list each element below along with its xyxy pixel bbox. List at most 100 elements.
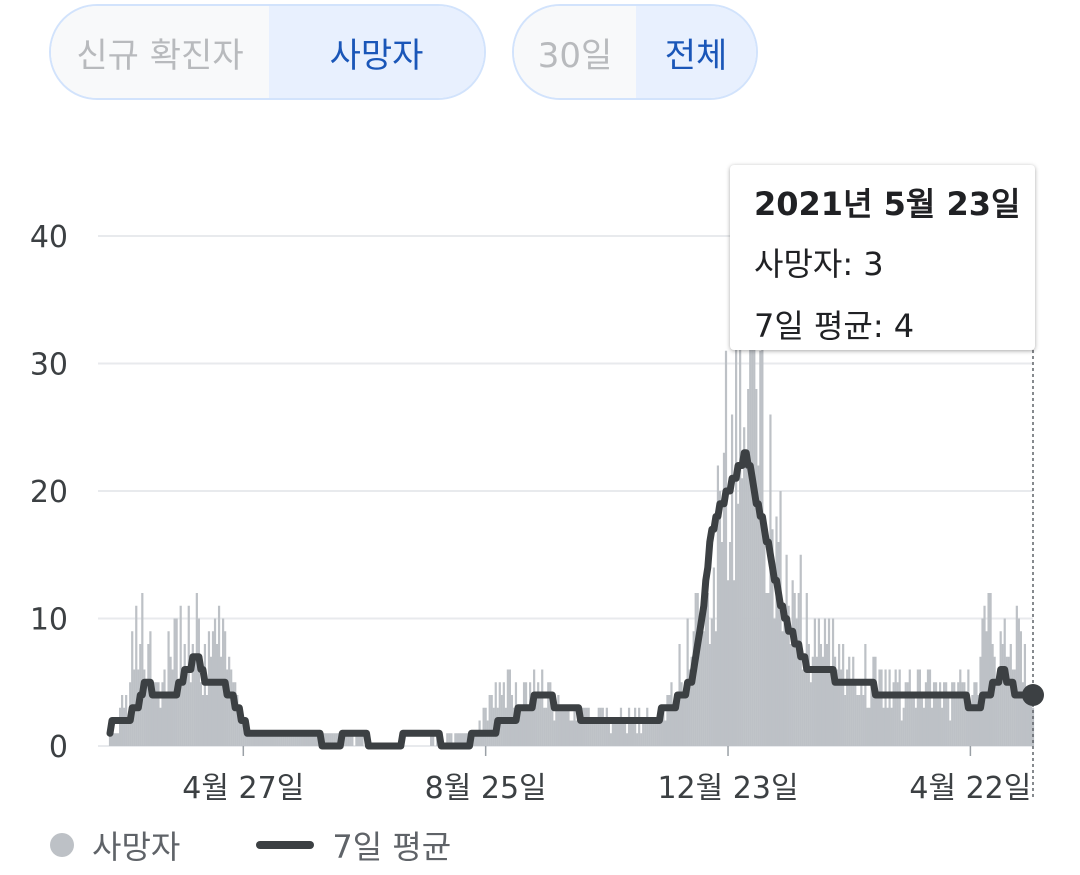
daily-death-bar bbox=[155, 682, 158, 746]
deaths-tab[interactable]: 사망자 bbox=[269, 6, 484, 98]
daily-death-bar bbox=[670, 682, 673, 746]
daily-death-bar bbox=[747, 389, 750, 746]
daily-death-bar bbox=[811, 656, 814, 746]
daily-death-bar bbox=[545, 707, 548, 746]
daily-death-bar bbox=[557, 695, 560, 746]
daily-death-bar bbox=[888, 669, 891, 746]
daily-death-bar bbox=[1029, 695, 1033, 746]
daily-death-bar bbox=[726, 580, 730, 746]
daily-death-bar bbox=[785, 554, 788, 746]
daily-death-bar bbox=[520, 707, 524, 746]
daily-death-bar bbox=[123, 707, 126, 746]
daily-death-bar bbox=[430, 733, 433, 746]
tooltip-deaths: 사망자: 3 bbox=[754, 245, 884, 283]
legend-deaths-label: 사망자 bbox=[92, 828, 181, 866]
daily-death-bar bbox=[209, 656, 213, 746]
daily-death-bar bbox=[112, 733, 116, 746]
daily-death-bar bbox=[654, 720, 657, 746]
daily-death-bar bbox=[541, 669, 544, 746]
daily-death-bar bbox=[997, 682, 1000, 746]
daily-death-bar bbox=[242, 720, 245, 746]
daily-death-bar bbox=[238, 720, 241, 746]
daily-death-bar bbox=[591, 720, 594, 746]
daily-death-bar bbox=[690, 656, 693, 746]
daily-death-bar bbox=[597, 707, 600, 746]
daily-death-bar bbox=[432, 733, 435, 746]
daily-death-bar bbox=[652, 720, 655, 746]
daily-death-bar bbox=[187, 605, 190, 746]
x-tick-label: 4월 27일 bbox=[182, 771, 304, 806]
daily-death-bar bbox=[702, 631, 705, 746]
daily-death-bar bbox=[912, 695, 915, 746]
daily-death-bar bbox=[668, 695, 671, 746]
daily-death-bar bbox=[262, 733, 265, 746]
daily-death-bar bbox=[335, 733, 338, 746]
daily-death-bar bbox=[153, 682, 156, 746]
range-all-tab[interactable]: 전체 bbox=[636, 6, 756, 98]
daily-death-bar bbox=[720, 542, 724, 746]
daily-death-bar bbox=[759, 350, 762, 746]
daily-death-bar bbox=[827, 618, 831, 746]
daily-death-bar bbox=[848, 656, 851, 746]
daily-death-bar bbox=[460, 733, 463, 746]
x-tick-label: 8월 25일 bbox=[425, 771, 547, 806]
daily-death-bar bbox=[868, 707, 871, 746]
daily-death-bar bbox=[835, 669, 839, 746]
daily-death-bar bbox=[589, 720, 592, 746]
daily-death-bar bbox=[282, 733, 285, 746]
seven-day-average-line bbox=[106, 449, 1037, 750]
metric-toggle: 신규 확진자 사망자 bbox=[49, 4, 486, 100]
daily-death-bar bbox=[896, 682, 899, 746]
daily-death-bar bbox=[508, 669, 511, 746]
daily-death-bar bbox=[537, 682, 540, 746]
daily-death-bar bbox=[613, 720, 617, 746]
daily-death-bar bbox=[325, 733, 328, 746]
daily-death-bar bbox=[656, 720, 659, 746]
daily-death-bar bbox=[294, 733, 297, 746]
daily-death-bar bbox=[807, 644, 810, 746]
daily-death-bar bbox=[522, 682, 526, 746]
daily-death-bar bbox=[535, 695, 538, 746]
daily-death-bar bbox=[474, 733, 477, 746]
daily-death-bar bbox=[636, 733, 639, 746]
daily-death-bar bbox=[276, 733, 279, 746]
daily-death-bar bbox=[211, 631, 215, 746]
daily-death-bar bbox=[914, 707, 917, 746]
daily-death-bar bbox=[147, 644, 150, 746]
daily-death-bar bbox=[676, 695, 679, 746]
daily-death-bar bbox=[724, 350, 728, 746]
daily-death-bar bbox=[579, 720, 582, 746]
daily-death-bar bbox=[783, 618, 786, 746]
daily-death-bar bbox=[821, 656, 825, 746]
daily-death-bar bbox=[551, 695, 554, 746]
daily-death-bar bbox=[625, 733, 629, 746]
daily-death-bar bbox=[957, 682, 960, 746]
daily-death-bar bbox=[688, 669, 691, 746]
daily-death-bar bbox=[985, 631, 988, 746]
legend-average-label: 7일 평균 bbox=[332, 828, 452, 866]
daily-death-bar bbox=[951, 682, 954, 746]
daily-death-bar bbox=[302, 733, 305, 746]
new-cases-tab[interactable]: 신규 확진자 bbox=[51, 6, 269, 98]
daily-death-bar bbox=[609, 733, 612, 746]
daily-death-bar bbox=[531, 707, 534, 746]
daily-death-bar bbox=[490, 695, 493, 746]
daily-death-bar bbox=[553, 720, 556, 746]
daily-death-bar bbox=[488, 695, 491, 746]
daily-death-bar bbox=[1011, 669, 1014, 746]
daily-death-bar bbox=[308, 733, 312, 746]
daily-death-bar bbox=[771, 529, 774, 746]
daily-death-bar bbox=[163, 669, 166, 746]
daily-death-bar bbox=[611, 720, 615, 746]
daily-death-bar bbox=[955, 695, 958, 746]
daily-death-bar bbox=[745, 452, 748, 746]
daily-death-bar bbox=[928, 669, 932, 746]
daily-death-bar bbox=[959, 669, 962, 746]
daily-death-bar bbox=[215, 644, 219, 746]
daily-death-bar bbox=[838, 644, 841, 746]
range-30-days-tab[interactable]: 30일 bbox=[514, 6, 636, 98]
daily-death-bar bbox=[331, 733, 334, 746]
daily-death-bar bbox=[902, 707, 905, 746]
legend-average-swatch bbox=[256, 841, 315, 849]
